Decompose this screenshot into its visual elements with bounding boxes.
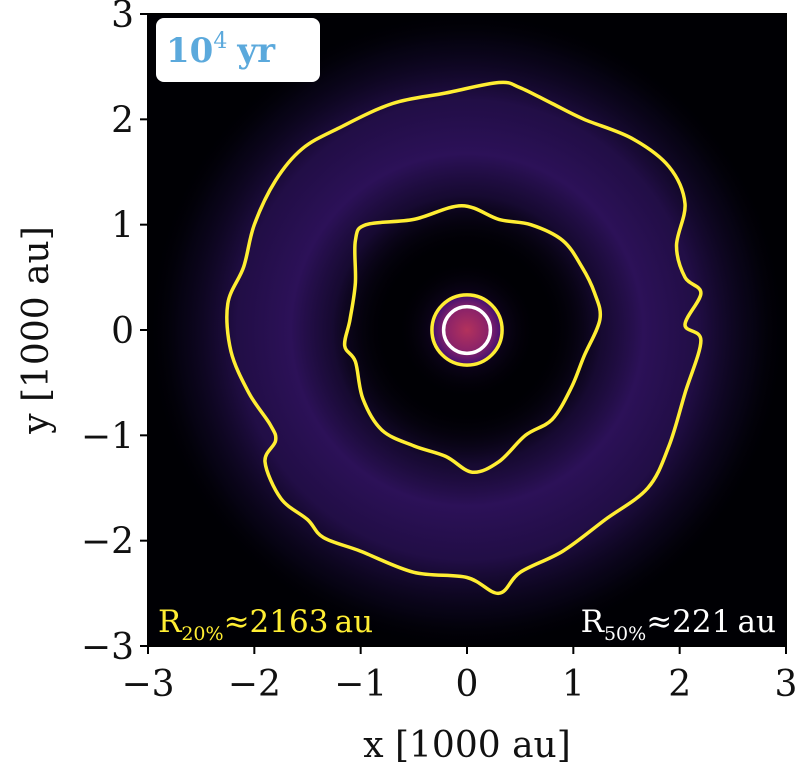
contours (225, 80, 703, 596)
r20-subscript: 20% (181, 623, 223, 645)
x-tick-label: 2 (668, 664, 691, 705)
r50-annotation: R50%≈221 au (581, 604, 776, 645)
time-label-box (156, 18, 320, 82)
plot-area (147, 13, 787, 647)
y-tick-label: −2 (81, 522, 134, 563)
time-label-exponent: 4 (213, 29, 227, 54)
x-tick-label: −1 (334, 664, 387, 705)
x-tick-label: −2 (228, 664, 281, 705)
y-tick-label: 3 (111, 0, 134, 36)
x-tick-label: −3 (121, 664, 174, 705)
contour-1 (342, 203, 603, 475)
r20-annotation: R20%≈2163 au (158, 604, 373, 645)
r20-base: R (158, 604, 183, 640)
x-axis-title: x [1000 au] (363, 725, 571, 766)
contour-2 (430, 293, 504, 367)
y-tick-label: 1 (111, 206, 134, 247)
r50-subscript: 50% (604, 623, 646, 645)
x-tick-label: 1 (562, 664, 585, 705)
time-label-unit: yr (236, 31, 276, 71)
y-tick-label: −1 (81, 416, 134, 457)
time-label-badge: 104 yr (156, 18, 320, 82)
time-label-base: 10 (166, 31, 213, 71)
r50-value: ≈221 au (646, 604, 776, 640)
y-axis-title: y [1000 au] (16, 226, 57, 435)
contour-3 (441, 304, 493, 356)
y-axis-ticks: −3 −2 −1 0 1 2 3 (81, 0, 148, 668)
y-tick-label: 2 (111, 100, 134, 141)
contour-0 (225, 80, 703, 596)
time-label: 104 yr (166, 29, 276, 71)
y-tick-label: −3 (81, 627, 134, 668)
x-tick-label: 0 (456, 664, 479, 705)
y-tick-label: 0 (111, 311, 134, 352)
x-tick-label: 3 (775, 664, 798, 705)
x-axis-ticks: −3 −2 −1 0 1 2 3 (121, 646, 797, 705)
r50-base: R (581, 604, 606, 640)
r20-value: ≈2163 au (224, 604, 374, 640)
